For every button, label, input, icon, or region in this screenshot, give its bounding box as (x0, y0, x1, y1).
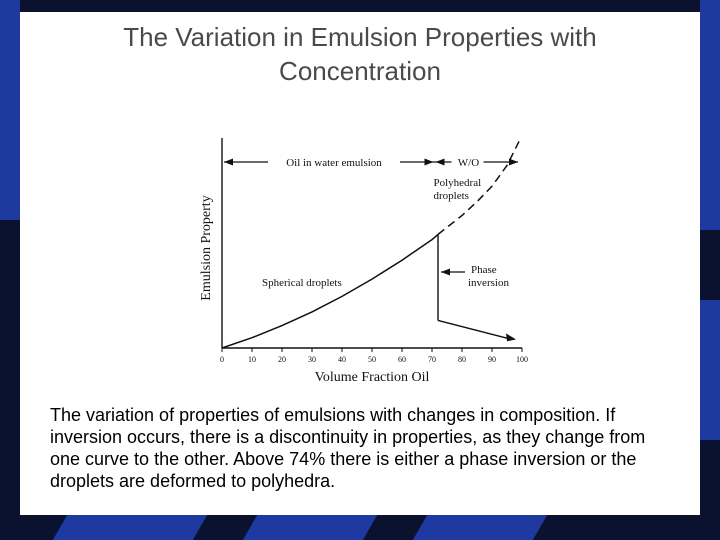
y-axis-label: Emulsion Property (199, 195, 214, 300)
background-stripe (700, 300, 720, 440)
phase-inversion-label: Phase (471, 264, 497, 276)
dashed-curve (437, 141, 520, 235)
oil-in-water-arrow-head (224, 158, 233, 166)
inversion-curve-line (437, 319, 509, 340)
x-tick-label: 20 (278, 355, 286, 364)
slide-title: The Variation in Emulsion Properties wit… (20, 20, 700, 88)
oil-in-water-label: Oil in water emulsion (286, 157, 382, 169)
emulsion-chart: 0 10 20 30 40 50 60 70 80 90 100 Volume Fraction O… (199, 138, 528, 385)
phase-inversion-pointer-head (441, 268, 450, 276)
w-o-arrow-head (509, 158, 518, 166)
x-axis-label: Volume Fraction Oil (315, 370, 430, 385)
background-stripe (52, 515, 208, 540)
x-tick-label: 90 (488, 355, 496, 364)
w-o-label: W/O (458, 157, 479, 169)
x-tick-label: 80 (458, 355, 466, 364)
polyhedral-label: Polyhedral (434, 177, 482, 189)
background-stripe (242, 515, 378, 540)
x-tick-label: 0 (220, 355, 224, 364)
w-o-arrow-head (435, 158, 445, 166)
inversion-arrow-head (506, 333, 516, 342)
x-tick-label: 30 (308, 355, 316, 364)
slide: The Variation in Emulsion Properties wit… (20, 12, 700, 515)
phase-inversion-label: inversion (468, 277, 509, 289)
oil-in-water-arrow-head (424, 158, 434, 166)
title-line-2: Concentration (279, 56, 441, 86)
x-tick-label: 100 (516, 355, 528, 364)
background-stripe (0, 0, 20, 220)
background-stripe (700, 0, 720, 230)
figure-caption: The variation of properties of emulsions… (50, 405, 646, 491)
x-tick-label: 50 (368, 355, 376, 364)
x-tick-label: 40 (338, 355, 346, 364)
spherical-droplets-label: Spherical droplets (262, 277, 342, 289)
x-tick-label: 60 (398, 355, 406, 364)
background-stripe (412, 515, 548, 540)
x-tick-label: 10 (248, 355, 256, 364)
title-line-1: The Variation in Emulsion Properties wit… (123, 22, 597, 52)
x-tick-label: 70 (428, 355, 436, 364)
polyhedral-label: droplets (434, 190, 469, 202)
solid-curve (221, 233, 439, 349)
